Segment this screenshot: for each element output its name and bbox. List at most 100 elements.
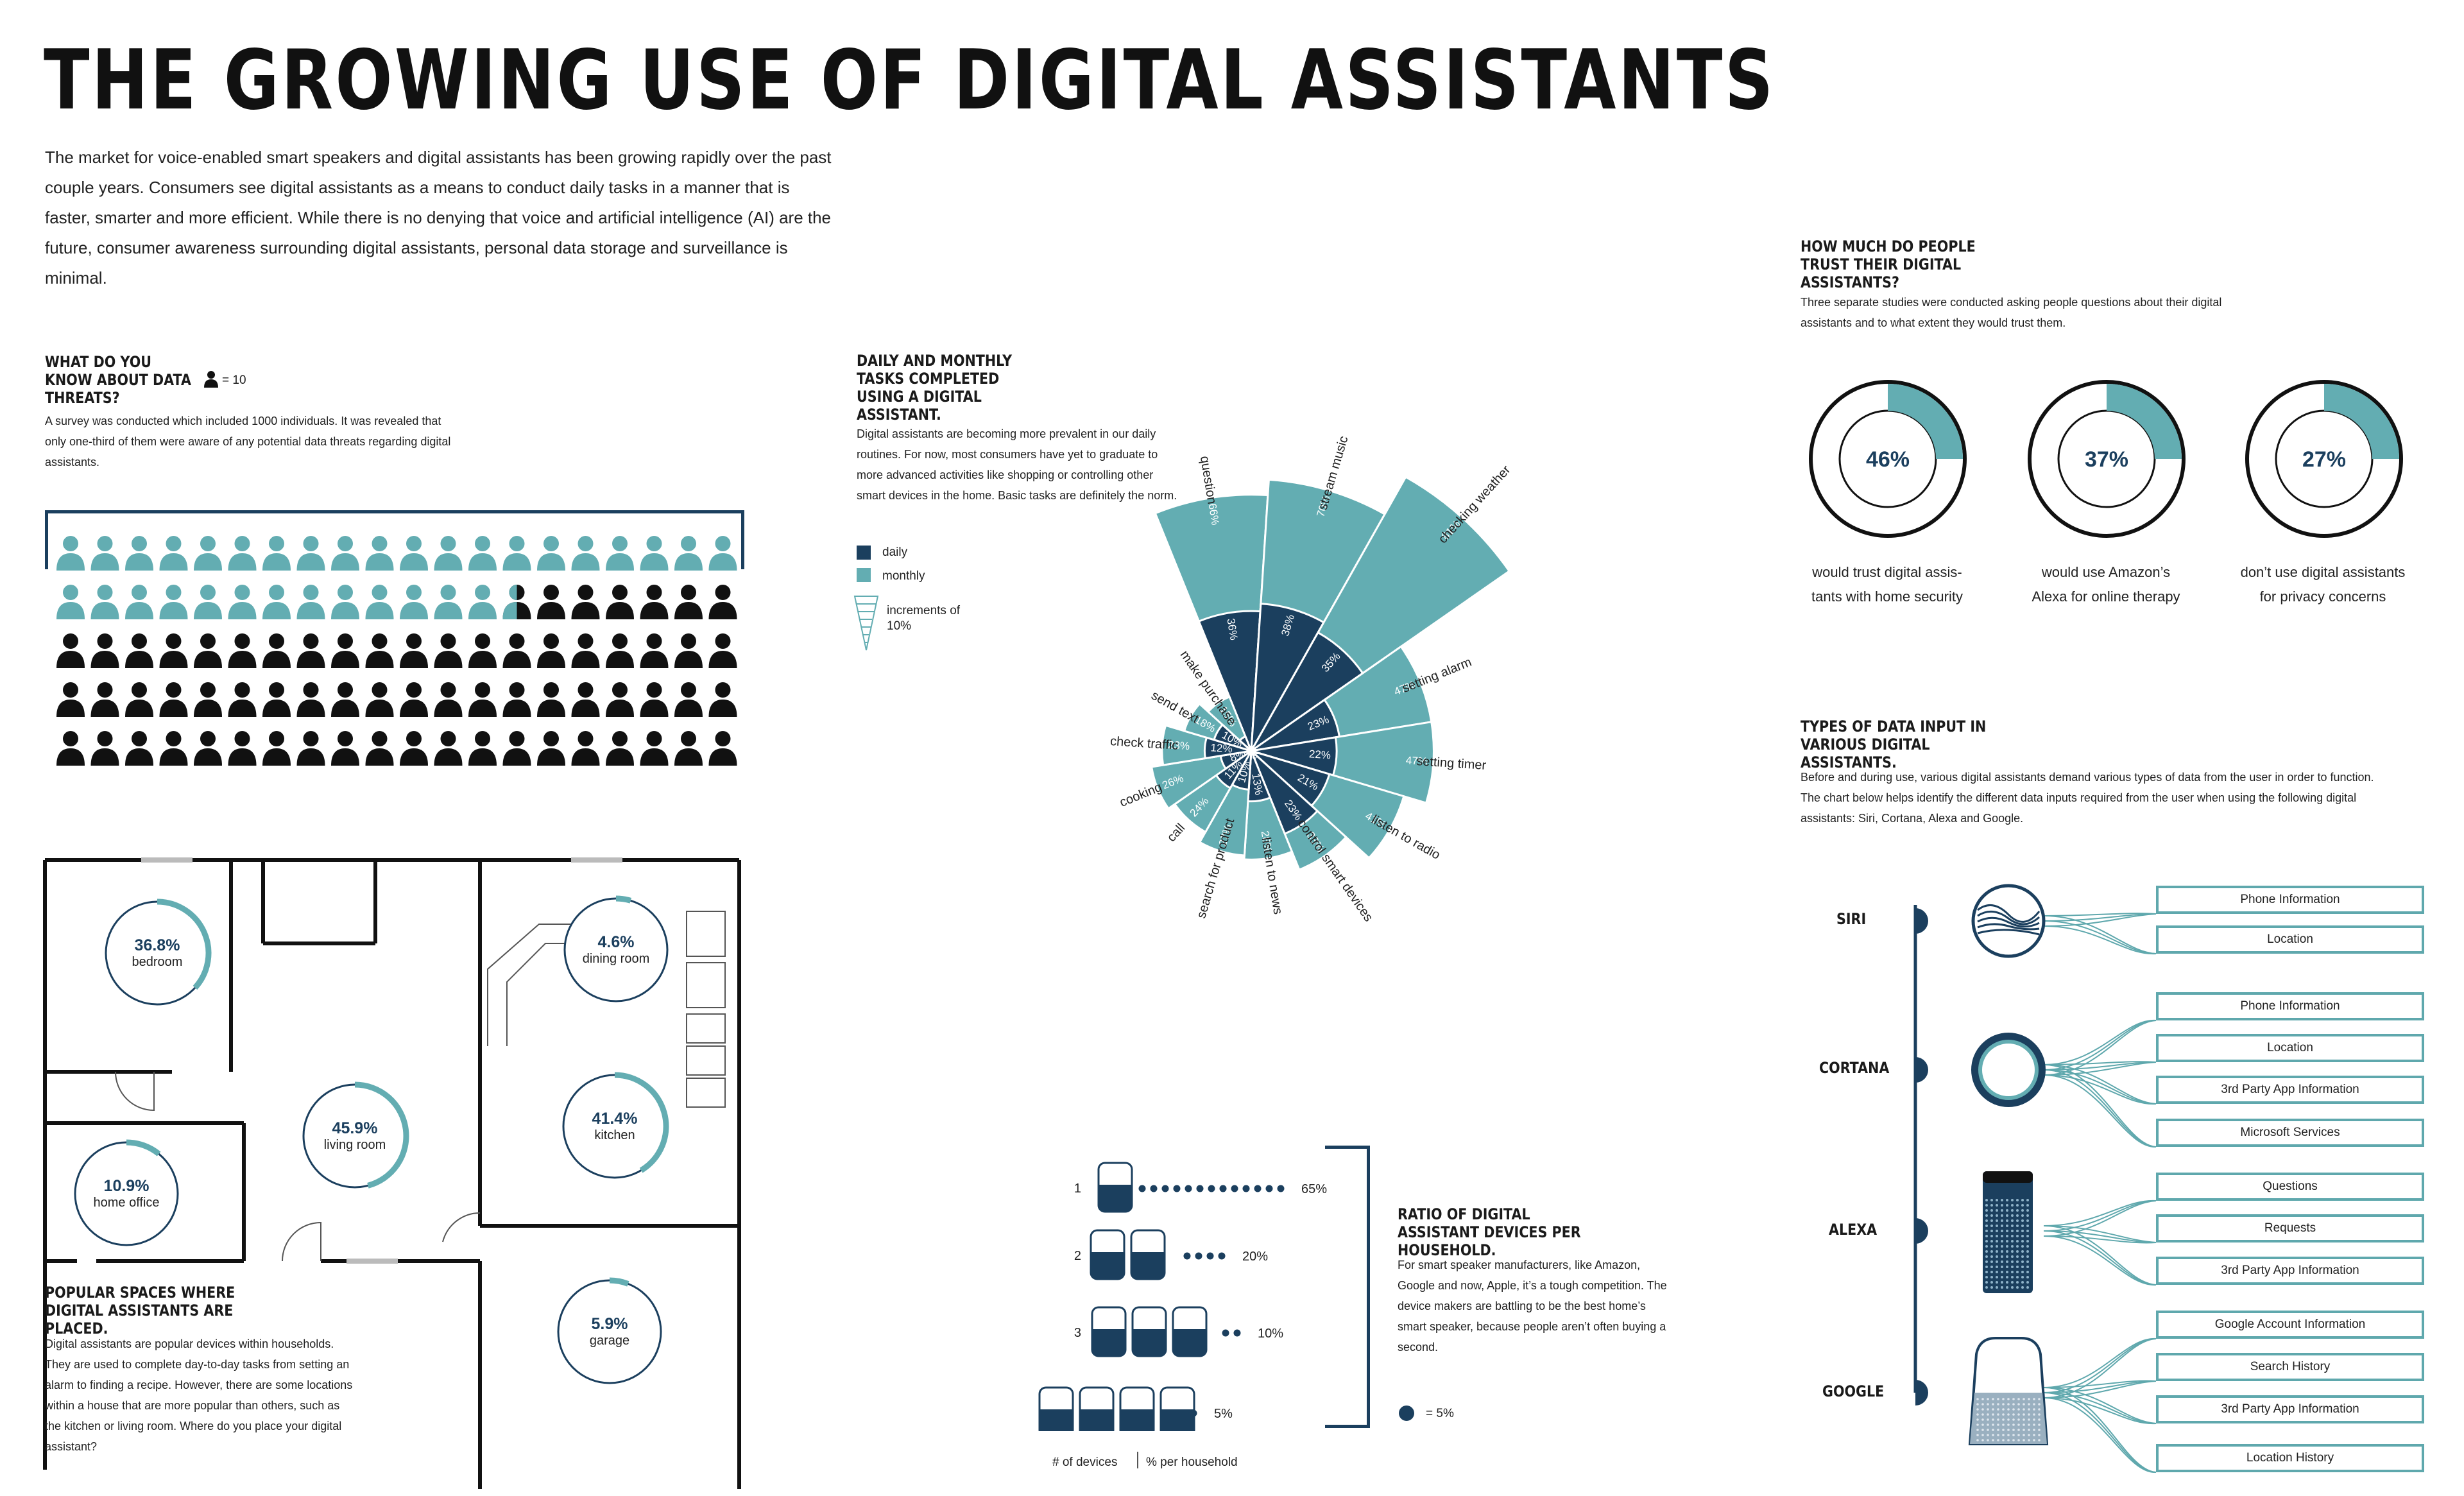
ratio-percent: 5% bbox=[1214, 1407, 1233, 1421]
person-icon bbox=[125, 633, 153, 668]
connector-line bbox=[2043, 1074, 2157, 1105]
person-icon bbox=[159, 731, 188, 766]
ratio-percent: 20% bbox=[1242, 1250, 1268, 1264]
ratio-percent: 10% bbox=[1258, 1327, 1283, 1341]
person-icon bbox=[640, 536, 669, 571]
person-icon bbox=[90, 585, 119, 619]
input-pill: Phone Information bbox=[2156, 886, 2424, 914]
person-icon bbox=[262, 633, 291, 668]
assistant-name-alexa: ALEXA bbox=[1829, 1221, 1878, 1239]
room-name: home office bbox=[93, 1196, 159, 1210]
input-pill: Phone Information bbox=[2156, 992, 2424, 1020]
person-icon bbox=[571, 536, 600, 571]
person-icon bbox=[262, 682, 291, 717]
ratio-dot bbox=[1195, 1252, 1202, 1260]
person-icon bbox=[571, 633, 600, 668]
trust-donut-ring bbox=[1809, 380, 1967, 538]
room-progress-arc bbox=[157, 898, 212, 990]
spine-node bbox=[1915, 908, 1928, 934]
connector-line bbox=[2043, 1338, 2157, 1393]
room-name: kitchen bbox=[594, 1128, 635, 1142]
trust-caption-2: would use Amazon’s Alexa for online thera… bbox=[2032, 564, 2180, 605]
connector-line bbox=[2043, 1200, 2157, 1232]
connector-line bbox=[2043, 1200, 2157, 1237]
person-icon bbox=[434, 536, 463, 571]
person-icon bbox=[468, 731, 497, 766]
person-icon bbox=[331, 536, 359, 571]
connector-line bbox=[2043, 1230, 2157, 1285]
kitchen-appliance bbox=[686, 962, 726, 1008]
trust-percent: 27% bbox=[2302, 447, 2346, 472]
person-icon bbox=[194, 536, 222, 571]
speaker-icon bbox=[1079, 1386, 1115, 1431]
threats-text: A survey was conducted which included 10… bbox=[45, 415, 451, 469]
input-pill: Search History bbox=[2156, 1353, 2424, 1381]
spine-node bbox=[1915, 1380, 1928, 1406]
person-icon bbox=[640, 585, 669, 619]
spaces-text: Digital assistants are popular devices w… bbox=[45, 1337, 353, 1453]
person-icon bbox=[262, 585, 291, 619]
connector-line bbox=[2043, 1225, 2157, 1285]
person-icon bbox=[640, 731, 669, 766]
person-icon bbox=[125, 536, 153, 571]
connector-line bbox=[2043, 920, 2157, 954]
room-percent: 45.9% bbox=[332, 1119, 378, 1137]
speaker-icon bbox=[1119, 1386, 1155, 1431]
person-icon bbox=[331, 682, 359, 717]
ratio-dot bbox=[1196, 1185, 1204, 1192]
input-pill: 3rd Party App Information bbox=[2156, 1257, 2424, 1285]
person-icon bbox=[502, 682, 531, 717]
person-icon bbox=[674, 536, 703, 571]
axis-pct-label: % per household bbox=[1146, 1456, 1238, 1469]
ratio-legend-label: = 5% bbox=[1426, 1407, 1454, 1420]
person-icon bbox=[228, 633, 257, 668]
connector-line bbox=[2043, 1338, 2157, 1398]
ratio-dot bbox=[1218, 1252, 1226, 1260]
person-icon bbox=[228, 682, 257, 717]
axis-devices-label: # of devices bbox=[1052, 1456, 1118, 1469]
legend-increments: increments of 10% bbox=[887, 604, 961, 633]
person-icon bbox=[125, 682, 153, 717]
person-icon bbox=[90, 536, 119, 571]
person-icon bbox=[468, 633, 497, 668]
person-icon bbox=[606, 682, 634, 717]
page-title: THE GROWING USE OF DIGITAL ASSISTANTS bbox=[44, 33, 1775, 128]
connector-line bbox=[2043, 1380, 2157, 1388]
device-count-label: 3 bbox=[1074, 1326, 1081, 1340]
ratio-dot bbox=[1233, 1329, 1241, 1337]
input-pill: 3rd Party App Information bbox=[2156, 1395, 2424, 1423]
person-icon bbox=[194, 682, 222, 717]
person-icon bbox=[228, 585, 257, 619]
room-percent: 4.6% bbox=[598, 933, 635, 951]
person-icon bbox=[400, 731, 428, 766]
ratio-chart: 165%220%310%+ 45% bbox=[1038, 1162, 1327, 1431]
connector-line bbox=[2043, 925, 2157, 955]
room-name: bedroom bbox=[132, 955, 183, 969]
siri-icon bbox=[1971, 884, 2046, 958]
room-percent: 36.8% bbox=[135, 936, 180, 954]
person-icon bbox=[262, 731, 291, 766]
connector-line bbox=[2043, 1380, 2157, 1393]
device-count-label: 1 bbox=[1074, 1182, 1081, 1196]
person-icon bbox=[640, 633, 669, 668]
connector-line bbox=[2043, 1199, 2157, 1226]
person-icon bbox=[434, 682, 463, 717]
daily-wedge bbox=[1250, 602, 1326, 752]
input-pill: 3rd Party App Information bbox=[2156, 1076, 2424, 1104]
speaker-icon bbox=[1038, 1386, 1074, 1431]
person-icon bbox=[571, 585, 600, 619]
person-icon bbox=[56, 585, 85, 619]
daily-value-label: 12% bbox=[1210, 741, 1233, 755]
person-icon bbox=[708, 536, 737, 571]
connector-line bbox=[2043, 1074, 2157, 1148]
cortana-icon bbox=[1971, 1033, 2046, 1107]
increments-icon bbox=[853, 594, 879, 655]
person-icon bbox=[159, 633, 188, 668]
connector-line bbox=[2043, 915, 2157, 954]
input-pill: Microsoft Services bbox=[2156, 1119, 2424, 1147]
person-icon bbox=[194, 585, 222, 619]
room-progress-arc bbox=[609, 1277, 629, 1287]
ratio-dot bbox=[1222, 1329, 1229, 1337]
door bbox=[282, 1221, 321, 1262]
